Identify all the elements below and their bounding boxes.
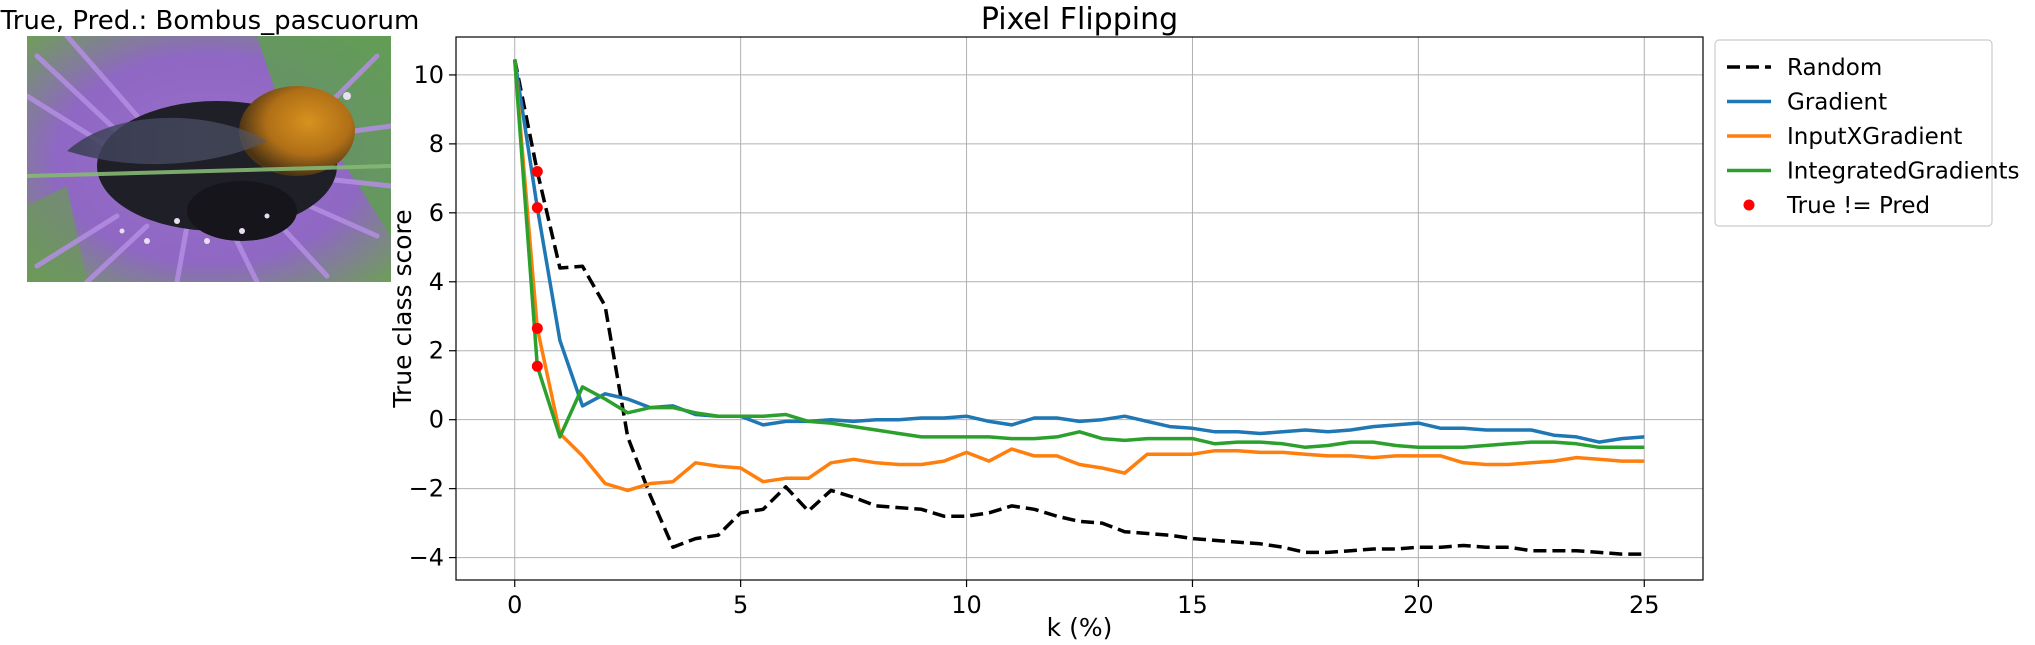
series-line-random bbox=[512, 59, 1645, 556]
legend-label-true-pred: True != Pred bbox=[1786, 193, 1930, 219]
y-tick-label: 8 bbox=[429, 130, 444, 158]
legend-label-integratedgradients: IntegratedGradients bbox=[1787, 159, 2020, 185]
series-line-gradient bbox=[512, 59, 1645, 444]
bumblebee-photo bbox=[27, 36, 391, 282]
y-tick-label: 2 bbox=[429, 337, 444, 365]
axes-frame bbox=[455, 36, 1704, 581]
legend-label-inputxgradient: InputXGradient bbox=[1787, 124, 1962, 150]
mismatch-points bbox=[531, 165, 543, 372]
y-axis-label: True class score bbox=[388, 209, 417, 408]
x-tick-label: 10 bbox=[951, 591, 982, 619]
axis-ticks: 0 5 10 15 20 25 −4 −2 0 2 4 6 8 10 bbox=[409, 61, 1660, 619]
mismatch-point bbox=[531, 202, 543, 214]
y-tick-label: −2 bbox=[409, 475, 444, 503]
x-tick-label: 5 bbox=[733, 591, 748, 619]
mismatch-point bbox=[531, 322, 543, 334]
series-line-integratedgradients bbox=[512, 59, 1645, 450]
y-tick-label: 10 bbox=[413, 61, 444, 89]
x-tick-label: 0 bbox=[507, 591, 522, 619]
x-tick-label: 20 bbox=[1403, 591, 1434, 619]
image-panel: True, Pred.: Bombus_pascuorum bbox=[0, 0, 420, 300]
y-tick-label: −4 bbox=[409, 544, 444, 572]
mismatch-point bbox=[531, 360, 543, 372]
legend-marker-true-pred bbox=[1743, 199, 1755, 211]
y-tick-label: 4 bbox=[429, 268, 444, 296]
x-tick-label: 25 bbox=[1629, 591, 1660, 619]
series-line-inputxgradient bbox=[512, 59, 1645, 493]
y-tick-label: 6 bbox=[429, 199, 444, 227]
chart-title: Pixel Flipping bbox=[981, 2, 1178, 37]
legend: Random Gradient InputXGradient IntegratedGr… bbox=[1714, 39, 2020, 227]
y-tick-label: 0 bbox=[429, 406, 444, 434]
image-title: True, Pred.: Bombus_pascuorum bbox=[0, 6, 420, 36]
x-tick-label: 15 bbox=[1177, 591, 1208, 619]
grid-lines bbox=[456, 37, 1703, 580]
legend-label-gradient: Gradient bbox=[1787, 90, 1887, 116]
legend-label-random: Random bbox=[1787, 55, 1882, 81]
legend-box bbox=[1714, 39, 1993, 227]
series-lines bbox=[512, 59, 1645, 556]
mismatch-point bbox=[531, 165, 543, 177]
x-axis-label: k (%) bbox=[1047, 613, 1113, 642]
